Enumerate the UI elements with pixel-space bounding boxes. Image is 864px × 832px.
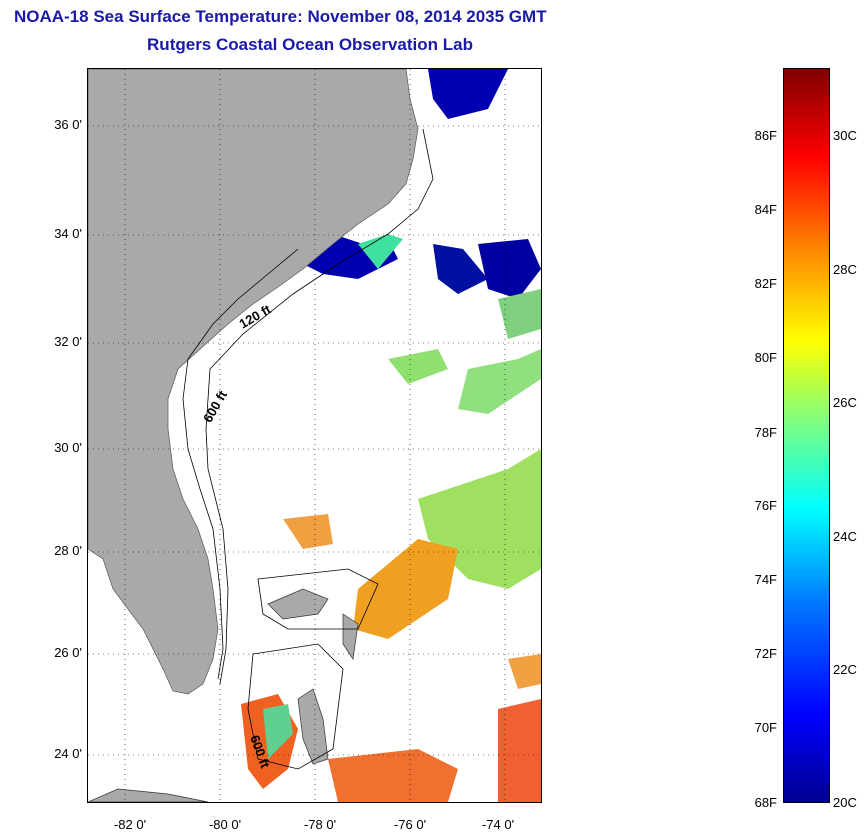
sst-patch [388, 349, 448, 384]
sst-patch [283, 514, 333, 549]
sst-patch [498, 699, 541, 802]
colorbar-c-26: 26C [833, 395, 857, 410]
y-tick-26: 26 0' [54, 645, 82, 660]
x-tick-74: -74 0' [481, 817, 515, 832]
contour-bahamas [257, 568, 379, 630]
sst-patch [353, 539, 458, 639]
y-tick-32: 32 0' [54, 334, 82, 349]
island-abaco [342, 613, 359, 660]
y-tick-30: 30 0' [54, 440, 82, 455]
y-tick-28: 28 0' [54, 543, 82, 558]
colorbar-f-82: 82F [754, 276, 777, 291]
island-grand-bahama [267, 588, 329, 620]
sst-patch [358, 234, 403, 269]
sst-patch [508, 654, 541, 689]
colorbar-c-28: 28C [833, 262, 857, 277]
sst-patch [263, 704, 293, 759]
title-line-2: Rutgers Coastal Ocean Observation Lab [147, 35, 473, 54]
colorbar-f-68: 68F [754, 795, 777, 810]
y-tick-36: 36 0' [54, 117, 82, 132]
sst-patch [478, 239, 541, 299]
colorbar-f-76: 76F [754, 498, 777, 513]
x-tick-76: -76 0' [393, 817, 427, 832]
colorbar [783, 68, 830, 803]
sst-patch [458, 349, 541, 414]
map-svg [88, 69, 541, 802]
grid-lines [88, 69, 541, 802]
island-andros [297, 688, 329, 765]
colorbar-c-20: 20C [833, 795, 857, 810]
map-panel: 120 ft 600 ft 600 ft [87, 68, 542, 803]
contour-600ft [205, 128, 434, 685]
colorbar-f-84: 84F [754, 202, 777, 217]
colorbar-f-86: 86F [754, 128, 777, 143]
colorbar-c-22: 22C [833, 662, 857, 677]
colorbar-f-72: 72F [754, 646, 777, 661]
colorbar-c-24: 24C [833, 529, 857, 544]
x-tick-78: -78 0' [303, 817, 337, 832]
colorbar-f-78: 78F [754, 425, 777, 440]
contour-120ft [182, 248, 299, 680]
sst-patch [498, 289, 541, 339]
colorbar-f-74: 74F [754, 572, 777, 587]
sst-patch [433, 244, 488, 294]
title-line-1: NOAA-18 Sea Surface Temperature: Novembe… [14, 7, 547, 26]
contour-bahamas-2 [247, 643, 344, 770]
colorbar-c-30: 30C [833, 128, 857, 143]
sst-patch [428, 69, 508, 119]
sst-patch [328, 749, 458, 802]
x-tick-80: -80 0' [208, 817, 242, 832]
y-tick-34: 34 0' [54, 226, 82, 241]
island-cuba [88, 788, 209, 802]
colorbar-f-70: 70F [754, 720, 777, 735]
x-tick-82: -82 0' [113, 817, 147, 832]
sst-patches [241, 69, 541, 802]
land-mass [88, 69, 419, 695]
colorbar-f-80: 80F [754, 350, 777, 365]
y-tick-24: 24 0' [54, 746, 82, 761]
